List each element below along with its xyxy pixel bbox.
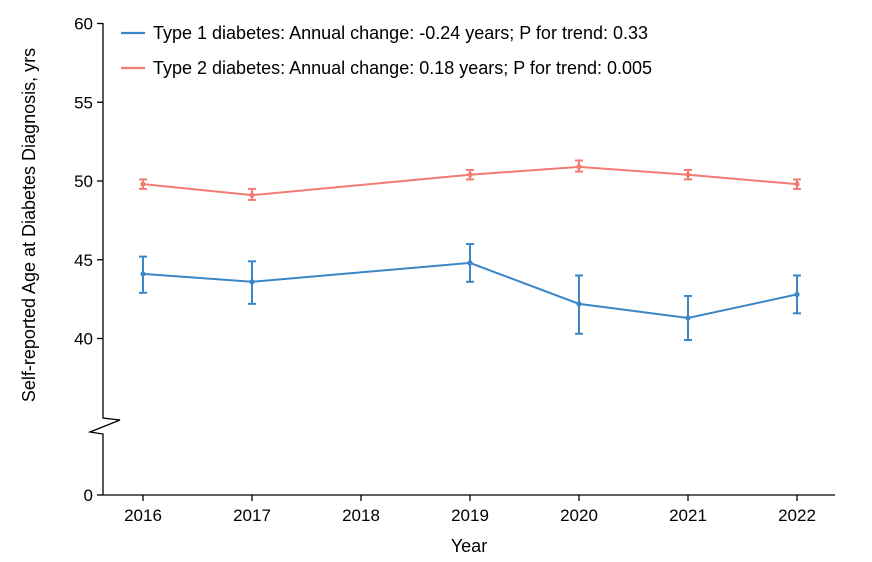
x-tick-label: 2020 (560, 506, 598, 525)
y-tick-label: 60 (74, 15, 93, 34)
data-point (140, 181, 146, 187)
legend-label: Type 2 diabetes: Annual change: 0.18 yea… (153, 58, 652, 78)
series-group (139, 159, 801, 201)
data-point (249, 192, 255, 198)
y-tick-label: 55 (74, 93, 93, 112)
x-tick-label: 2022 (778, 506, 816, 525)
y-axis-title: Self-reported Age at Diabetes Diagnosis,… (19, 48, 39, 402)
y-axis-line (87, 23, 121, 495)
data-point (140, 271, 146, 277)
data-point (467, 172, 473, 178)
y-tick-label: 45 (74, 251, 93, 270)
series-line (142, 165, 798, 197)
x-axis-title: Year (451, 536, 487, 556)
data-point (794, 181, 800, 187)
data-point (576, 164, 582, 170)
legend: Type 1 diabetes: Annual change: -0.24 ye… (121, 23, 652, 78)
y-tick-label: 40 (74, 330, 93, 349)
data-point (249, 279, 255, 285)
legend-label: Type 1 diabetes: Annual change: -0.24 ye… (153, 23, 648, 43)
series-group (139, 243, 801, 342)
data-point (576, 301, 582, 307)
x-tick-label: 2017 (233, 506, 271, 525)
x-tick-label: 2021 (669, 506, 707, 525)
x-tick-label: 2016 (124, 506, 162, 525)
data-point (467, 260, 473, 266)
x-tick-label: 2018 (342, 506, 380, 525)
axes: 0 40 45 50 55 60 2016 2017 2018 2019 2020 2021 2022 (74, 15, 835, 525)
data-point (794, 291, 800, 297)
y-tick-label: 0 (84, 486, 93, 505)
series-layer (139, 159, 801, 342)
x-tick-label: 2019 (451, 506, 489, 525)
data-point (685, 172, 691, 178)
data-point (685, 315, 691, 321)
y-tick-label: 50 (74, 172, 93, 191)
series-line (142, 261, 798, 320)
